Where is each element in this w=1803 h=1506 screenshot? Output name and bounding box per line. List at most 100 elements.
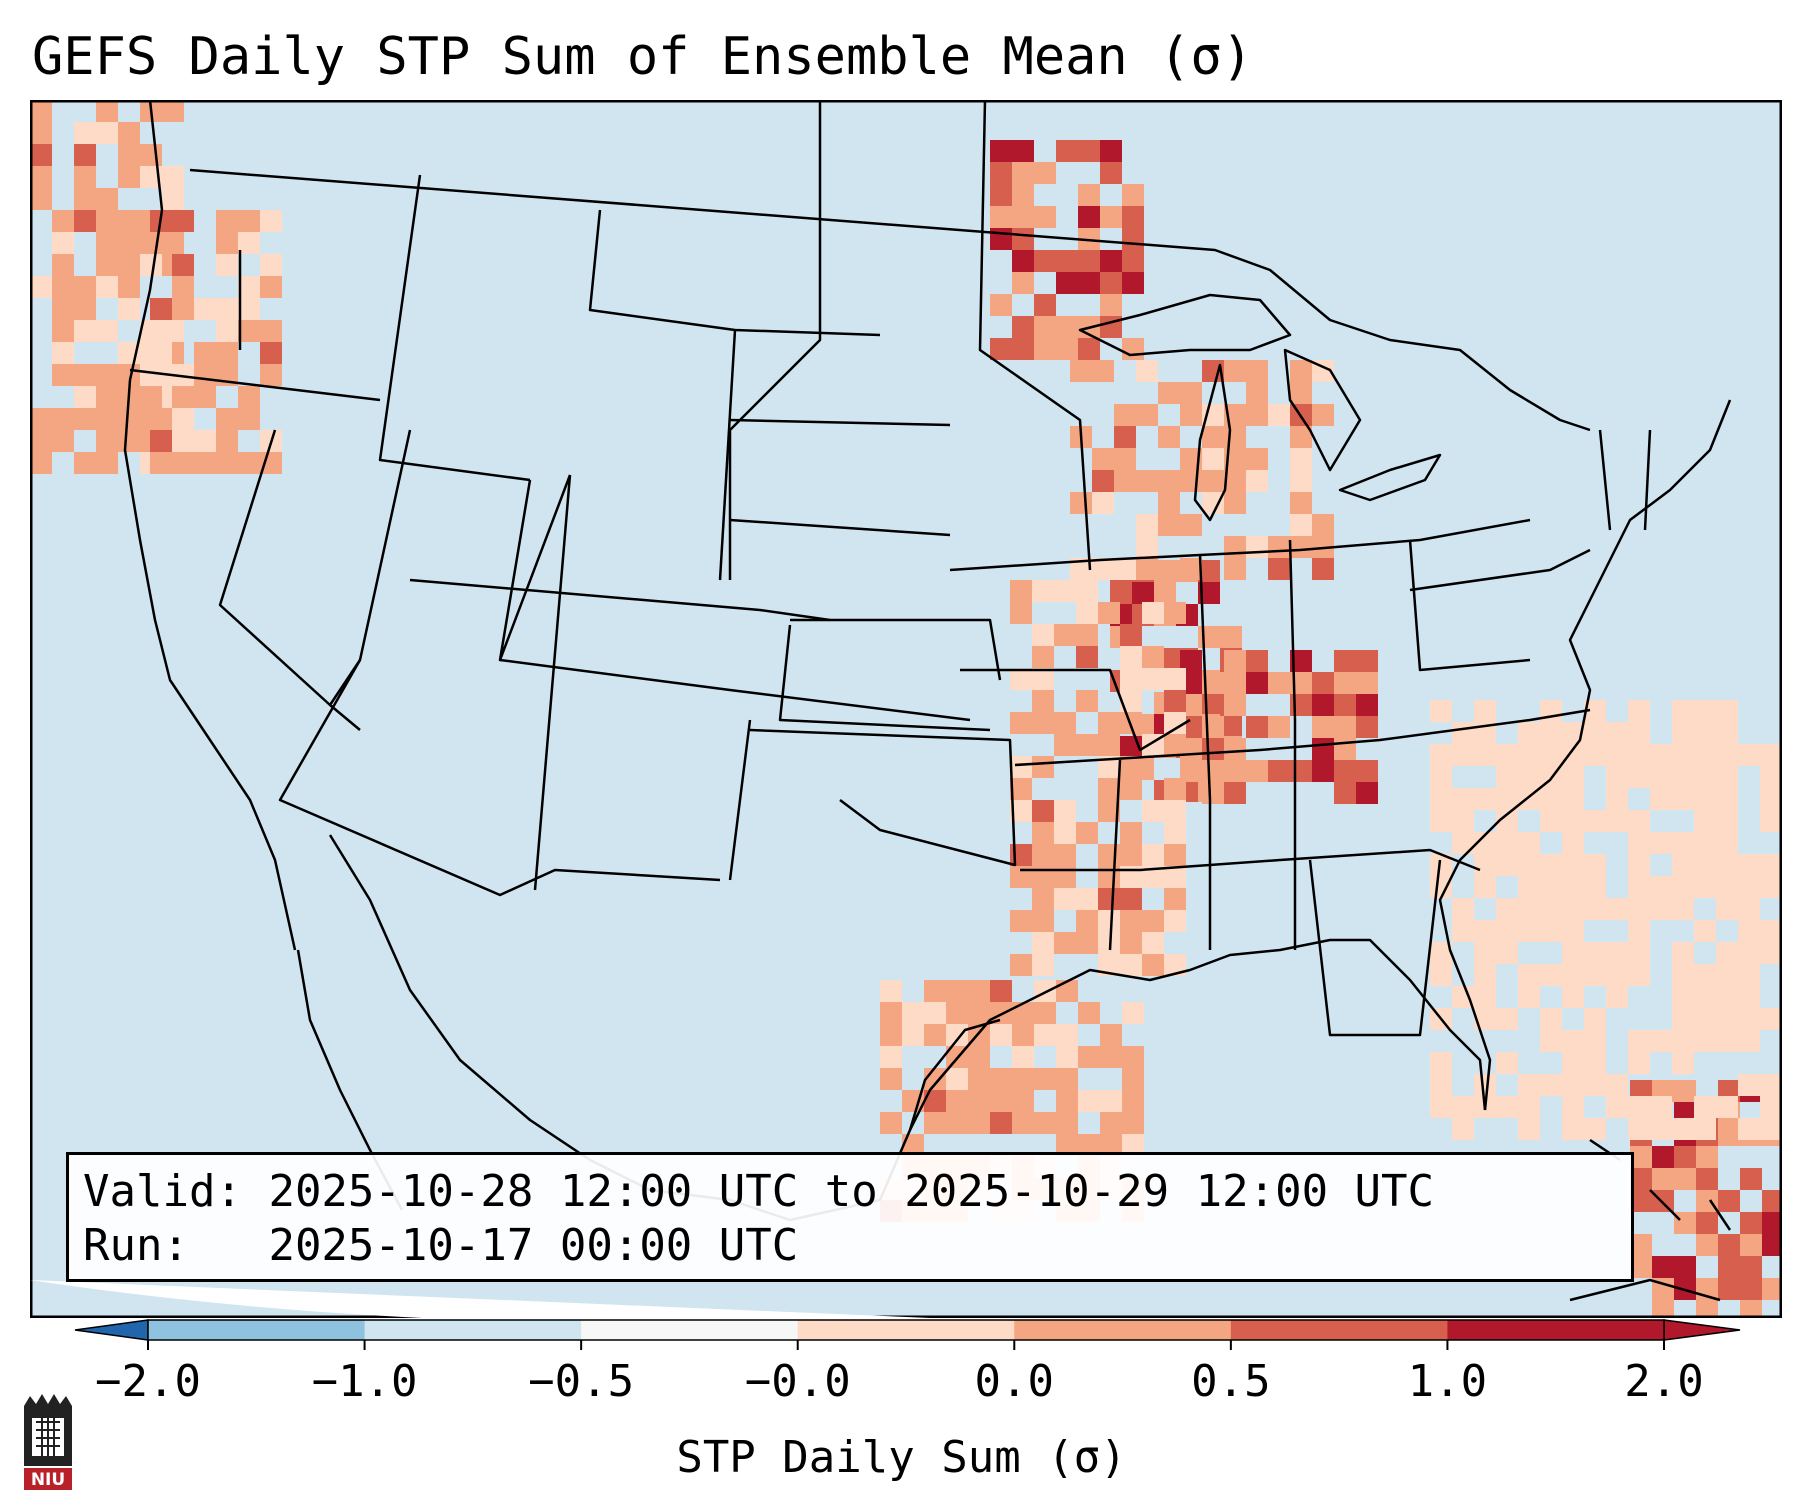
field-cell — [118, 210, 140, 232]
field-cell — [1120, 888, 1142, 910]
field-cell — [1056, 140, 1078, 162]
field-cell — [1032, 756, 1054, 778]
kansas-south — [778, 624, 991, 732]
field-cell — [1224, 558, 1246, 580]
field-cell — [1032, 844, 1054, 866]
field-cell — [1672, 898, 1694, 920]
field-cell — [1652, 1278, 1674, 1300]
field-cell — [150, 452, 172, 474]
region-ohio-valley — [1180, 650, 1378, 804]
field-cell — [1540, 1074, 1562, 1096]
field-cell — [1584, 876, 1606, 898]
field-cell — [1098, 932, 1120, 954]
field-cell — [96, 254, 118, 276]
field-cell — [1142, 932, 1164, 954]
field-cell — [1694, 1096, 1716, 1118]
field-cell — [74, 188, 96, 210]
canada-border — [189, 168, 1591, 432]
field-cell — [1430, 942, 1452, 964]
field-cell — [1120, 756, 1142, 778]
field-cell — [1114, 558, 1136, 580]
field-cell — [1628, 898, 1650, 920]
valid-line: Valid: 2025-10-28 12:00 UTC to 2025-10-2… — [83, 1165, 1617, 1219]
field-cell — [1290, 760, 1312, 782]
nm-tx-line — [728, 719, 752, 881]
field-cell — [1562, 722, 1584, 744]
field-cell — [1716, 744, 1738, 766]
field-cell — [30, 188, 52, 210]
field-cell — [1224, 492, 1246, 514]
field-cell — [968, 980, 990, 1002]
field-cell — [1268, 672, 1290, 694]
field-cell — [1158, 514, 1180, 536]
field-cell — [52, 364, 74, 386]
field-cell — [1010, 954, 1032, 976]
field-cell — [1496, 854, 1518, 876]
field-cell — [1122, 272, 1144, 294]
field-cell — [1032, 580, 1054, 602]
field-cell — [924, 1024, 946, 1046]
field-cell — [1034, 1068, 1056, 1090]
field-cell — [172, 254, 194, 276]
field-cell — [1606, 810, 1628, 832]
field-cell — [946, 1090, 968, 1112]
field-cell — [1584, 1074, 1606, 1096]
dakotas-west — [728, 100, 822, 580]
field-cell — [990, 1090, 1012, 1112]
field-cell — [30, 122, 52, 144]
field-cell — [1224, 672, 1246, 694]
colorbar-extend-high — [1663, 1319, 1741, 1341]
field-cell — [1010, 668, 1032, 690]
field-cell — [30, 166, 52, 188]
field-cell — [1034, 1112, 1056, 1134]
field-cell — [924, 980, 946, 1002]
field-cell — [30, 452, 52, 474]
run-value: 2025-10-17 00:00 UTC — [268, 1220, 799, 1271]
field-cell — [162, 100, 184, 122]
field-cell — [1716, 854, 1738, 876]
field-cell — [1694, 744, 1716, 766]
field-cell — [52, 408, 74, 430]
field-cell — [1032, 866, 1054, 888]
field-cell — [1650, 788, 1672, 810]
field-cell — [1562, 964, 1584, 986]
field-cell — [1718, 1278, 1740, 1300]
field-cell — [1154, 560, 1176, 582]
field-cell — [1738, 1074, 1760, 1096]
colorbar-segments — [74, 1319, 1741, 1341]
field-cell — [1694, 1030, 1716, 1052]
stp-field — [30, 100, 1782, 1318]
field-cell — [1076, 932, 1098, 954]
field-cell — [924, 1090, 946, 1112]
field-cell — [1496, 920, 1518, 942]
field-cell — [74, 408, 96, 430]
run-label: Run: — [83, 1220, 242, 1271]
field-cell — [1674, 1212, 1696, 1234]
field-cell — [1202, 448, 1224, 470]
field-cell — [216, 210, 238, 232]
field-cell — [1694, 832, 1716, 854]
field-cell — [1674, 1146, 1696, 1168]
field-cell — [1142, 954, 1164, 976]
field-cell — [1012, 272, 1034, 294]
field-cell — [1034, 206, 1056, 228]
field-cell — [1164, 734, 1186, 756]
gulf-coast — [908, 938, 1487, 1131]
field-cell — [1114, 426, 1136, 448]
field-cell — [1496, 810, 1518, 832]
mississippi-line — [1108, 759, 1122, 951]
field-cell — [1122, 1112, 1144, 1134]
field-cell — [1334, 650, 1356, 672]
field-cell — [1628, 964, 1650, 986]
field-cell — [1032, 646, 1054, 668]
nevada-border — [218, 429, 361, 731]
field-cell — [1738, 1118, 1760, 1140]
montana-south — [588, 209, 881, 337]
field-cell — [1696, 1234, 1718, 1256]
field-cell — [1120, 646, 1142, 668]
field-cell — [1628, 1030, 1650, 1052]
field-cell — [1180, 558, 1202, 580]
field-cell — [1032, 932, 1054, 954]
field-cell — [1540, 964, 1562, 986]
field-cell — [1142, 866, 1164, 888]
